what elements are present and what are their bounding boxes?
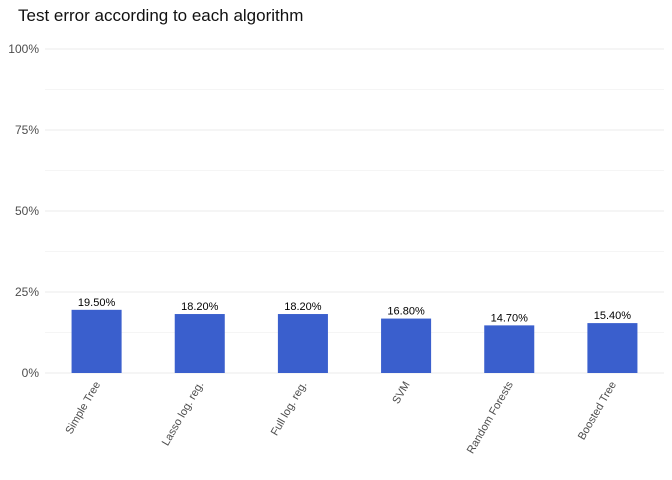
bar-data-label: 14.70%: [491, 312, 529, 324]
bar: [71, 309, 122, 373]
bar-data-label: 19.50%: [78, 297, 116, 309]
y-tick-label: 75%: [15, 123, 39, 137]
bar: [484, 325, 535, 373]
bar: [277, 314, 328, 373]
y-tick-label: 100%: [8, 42, 39, 56]
bar: [587, 323, 638, 373]
x-tick-label: Lasso log. reg.: [160, 380, 206, 448]
chart-title: Test error according to each algorithm: [18, 6, 304, 25]
bar: [174, 314, 225, 373]
bar-data-label: 15.40%: [594, 310, 632, 322]
y-tick-label: 25%: [15, 285, 39, 299]
bar-labels: 19.50% 18.20% 18.20% 16.80% 14.70% 15.40%: [78, 297, 631, 325]
x-tick-label: Boosted Tree: [576, 380, 619, 443]
y-tick-label: 50%: [15, 204, 39, 218]
bar-data-label: 18.20%: [181, 301, 219, 313]
bars: [71, 309, 638, 373]
gridlines: [45, 48, 664, 374]
x-tick-label: SVM: [390, 380, 412, 407]
x-tick-label: Full log. reg.: [269, 380, 310, 438]
x-tick-label: Simple Tree: [63, 380, 103, 437]
x-tick-label: Random Forests: [465, 379, 516, 456]
x-axis: Simple Tree Lasso log. reg. Full log. reg.…: [63, 379, 619, 456]
bar-data-label: 16.80%: [387, 306, 425, 318]
bar: [381, 318, 432, 373]
y-axis: 0% 25% 50% 75% 100%: [8, 42, 39, 380]
bar-data-label: 18.20%: [284, 301, 322, 313]
y-tick-label: 0%: [22, 366, 40, 380]
